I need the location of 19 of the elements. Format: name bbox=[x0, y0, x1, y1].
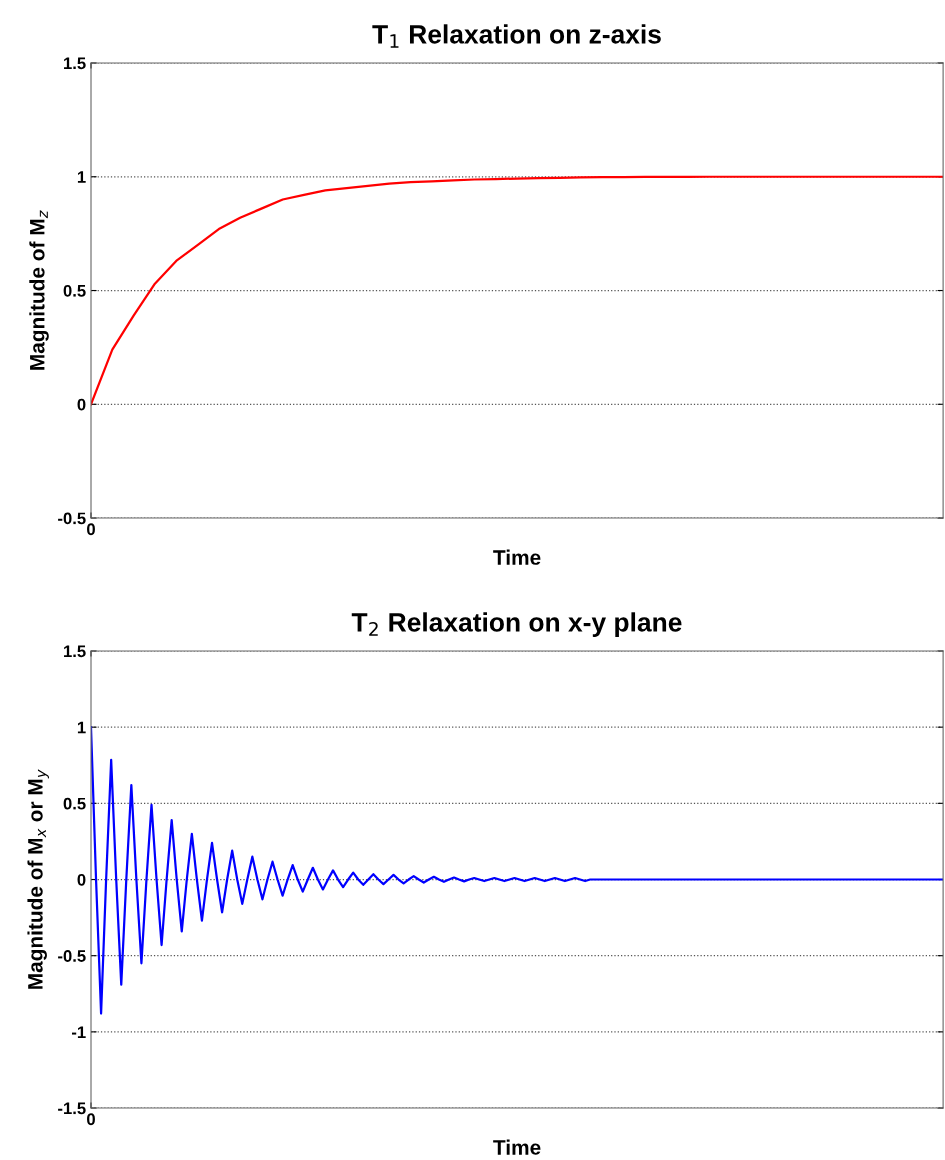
chart-title: T$_{2}$ Relaxation on x-y plane bbox=[351, 612, 682, 637]
y-tick-label: 1.5 bbox=[64, 645, 86, 658]
y-tick-label: -0.5 bbox=[58, 512, 86, 525]
x-axis-title: Time bbox=[493, 549, 541, 565]
line-series bbox=[91, 175, 944, 406]
y-tick-label: -1 bbox=[71, 1026, 86, 1038]
y-tick-label: 0 bbox=[77, 873, 86, 886]
y-tick-label: -0.5 bbox=[58, 950, 86, 962]
chart-title: T$_{1}$ Relaxation on z-axis bbox=[372, 24, 661, 48]
x-axis-title: Time bbox=[493, 1139, 541, 1155]
y-tick-label: 0 bbox=[77, 398, 86, 411]
y-tick-label: -1.5 bbox=[58, 1102, 86, 1115]
y-tick-label: 1 bbox=[77, 721, 86, 734]
y-tick-label: 1 bbox=[77, 171, 86, 183]
y-tick-label: 0.5 bbox=[63, 797, 86, 810]
y-axis-title: Magnitude of M$_{z}$ bbox=[29, 210, 49, 370]
y-tick-label: 1.5 bbox=[64, 57, 86, 70]
y-tick-label: 0.5 bbox=[63, 284, 86, 297]
y-axis-title: Magnitude of M$_{x}$ or M$_{y}$ bbox=[27, 769, 49, 989]
